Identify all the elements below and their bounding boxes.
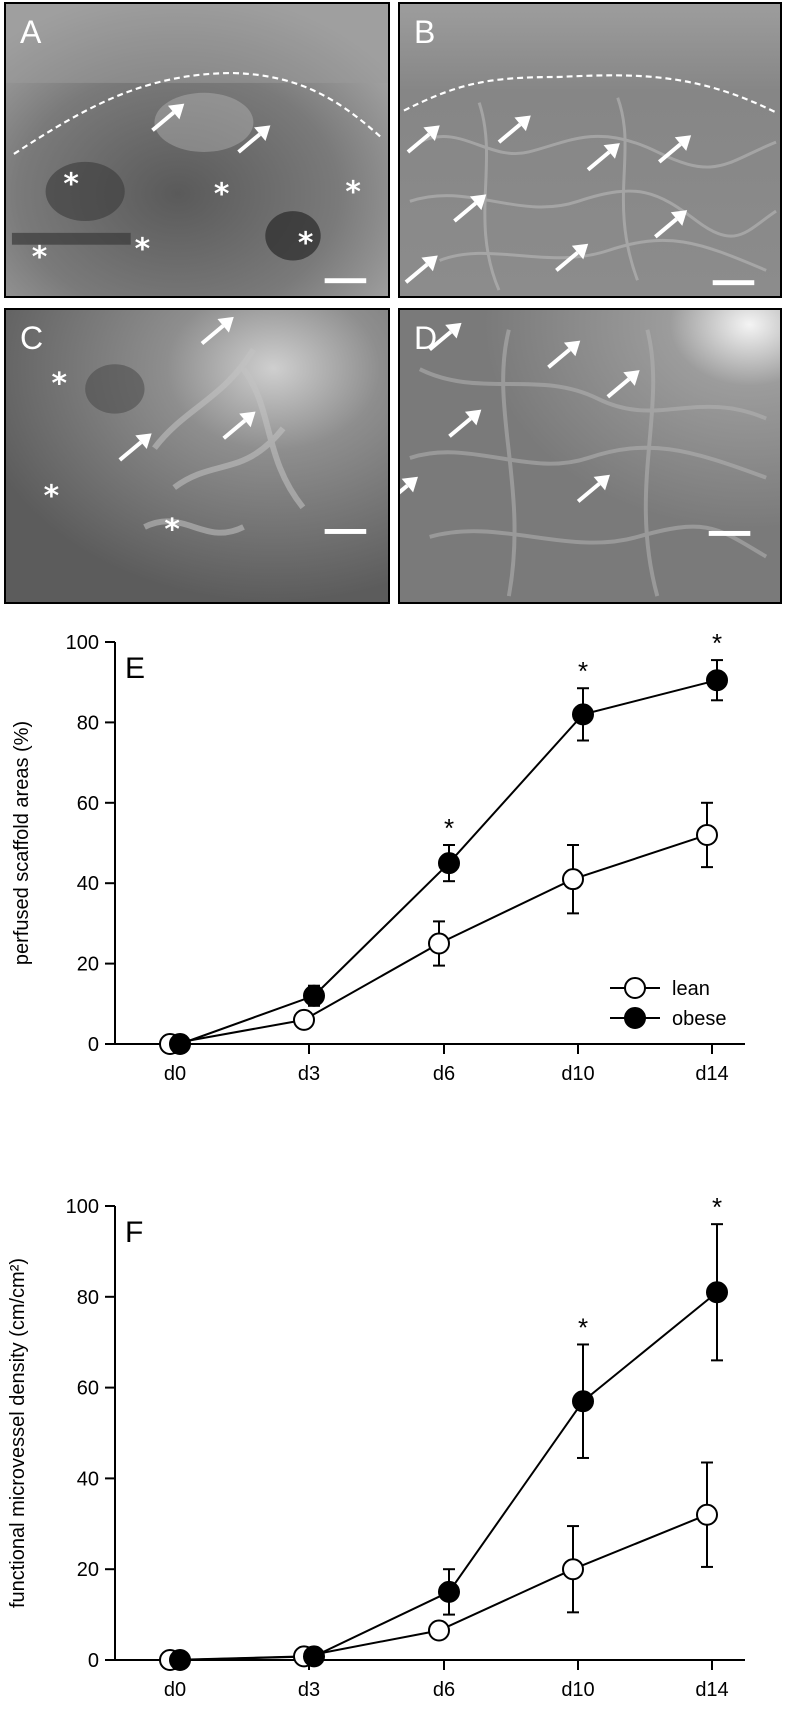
x-tick-label: d0 [164,1679,186,1701]
y-tick-label: 60 [77,793,99,815]
x-tick-label: d10 [561,1063,594,1085]
significance-marker: * [444,813,454,843]
legend-label: lean [672,978,710,1000]
svg-text:*: * [63,165,79,200]
x-tick-label: d3 [298,1679,320,1701]
micrograph-panel-d: D [398,308,782,604]
panel-label: F [125,1216,143,1249]
data-point-obese [438,852,460,875]
panel-label-c: C [20,320,44,356]
micrograph-d-image [400,310,780,602]
data-point-lean [696,823,718,846]
chart-e-container: 0 20 40 60 80 100 d0 d3 d6 d10 d14 perfused scaffol… [0,624,785,1114]
legend-marker [624,977,646,999]
y-axis-label: functional microvessel density (cm/cm²) [7,1258,29,1608]
asterisk-icon: * * * [44,365,180,546]
y-tick-label: 40 [77,1468,99,1490]
svg-text:*: * [298,225,314,260]
data-point-lean [428,932,450,955]
svg-text:*: * [135,231,151,266]
x-tick-label: d6 [433,1679,455,1701]
data-point-obese [438,1580,460,1603]
svg-text:*: * [164,511,180,546]
micrograph-a-image: * * * * * * [6,4,388,296]
svg-text:*: * [52,365,68,400]
scale-bar [712,280,755,286]
data-point-obese [303,1645,325,1668]
legend-label: obese [672,1008,727,1030]
panel-label-d: D [414,320,438,356]
y-tick-label: 20 [77,1559,99,1581]
y-tick-label: 100 [66,632,99,654]
svg-text:*: * [214,175,230,210]
y-tick-label: 40 [77,873,99,895]
perfused-area-chart: 0 20 40 60 80 100 d0 d3 d6 d10 d14 perfused scaffol… [11,628,745,1085]
y-axis-label: perfused scaffold areas (%) [11,721,33,965]
x-tick-label: d14 [695,1063,728,1085]
panel-label-b: B [414,14,436,50]
significance-marker: * [578,1312,588,1342]
arrow-icon [400,322,640,505]
data-point-lean [428,1619,450,1642]
micrograph-panel-b: B [398,2,782,298]
y-tick-label: 80 [77,712,99,734]
asterisk-icon: * * * * * * [32,165,361,273]
arrow-icon [237,125,271,154]
data-point-obese [169,1033,191,1055]
data-point-obese [572,1390,594,1413]
panel-label: E [125,652,145,685]
legend-marker [624,1007,646,1029]
y-tick-label: 80 [77,1287,99,1309]
panel-label-a: A [20,14,42,50]
data-point-obese [706,1281,728,1304]
scale-bar [708,530,751,536]
y-tick-label: 0 [88,1034,99,1056]
x-tick-label: d0 [164,1063,186,1085]
x-tick-label: d14 [695,1679,728,1701]
svg-text:*: * [32,238,48,273]
data-point-obese [169,1649,191,1671]
micrograph-b-image [400,4,780,296]
x-tick-label: d6 [433,1063,455,1085]
scale-bar [324,278,367,284]
data-point-lean [562,1558,584,1581]
arrow-icon [404,115,692,284]
significance-marker: * [712,628,722,658]
data-point-lean [562,868,584,891]
data-point-lean [293,1008,315,1031]
microvessel-density-chart: 0 20 40 60 80 100 d0 d3 d6 d10 d14 functional micro… [7,1192,745,1701]
data-point-obese [706,669,728,692]
scale-bar [324,529,367,534]
micrograph-panel-c: C * * * [4,308,390,604]
data-point-lean [696,1503,718,1526]
y-tick-label: 100 [66,1196,99,1218]
significance-marker: * [712,1192,722,1222]
x-tick-label: d10 [561,1679,594,1701]
arrow-icon [118,316,256,462]
data-point-obese [303,984,325,1007]
arrow-icon [151,103,185,132]
significance-marker: * [578,656,588,686]
micrograph-panel-a: A * * * * * * [4,2,390,298]
y-tick-label: 0 [88,1650,99,1672]
svg-text:*: * [345,173,361,208]
svg-text:*: * [44,477,60,512]
data-point-obese [572,703,594,726]
chart-f-container: 0 20 40 60 80 100 d0 d3 d6 d10 d14 functional micro… [0,1178,785,1734]
micrograph-c-image: * * * [6,310,388,602]
x-tick-label: d3 [298,1063,320,1085]
y-tick-label: 20 [77,954,99,976]
y-tick-label: 60 [77,1378,99,1400]
